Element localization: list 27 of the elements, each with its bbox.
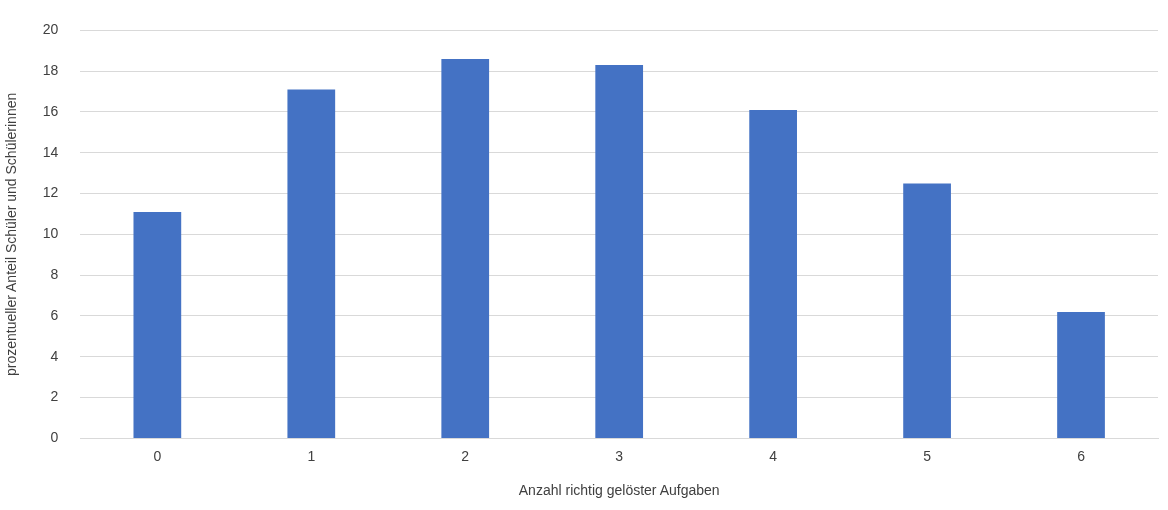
bar <box>287 89 336 438</box>
x-tick-label: 1 <box>307 447 316 464</box>
y-tick-label: 10 <box>42 225 59 242</box>
bar <box>595 65 644 438</box>
x-tick-label: 0 <box>153 447 162 464</box>
bar <box>749 109 797 438</box>
y-tick-label: 8 <box>50 266 59 283</box>
x-tick-label: 5 <box>923 447 932 464</box>
x-axis-title: Anzahl richtig gelöster Aufgaben <box>518 482 720 499</box>
y-tick-label: 16 <box>42 102 59 119</box>
y-tick-label: 2 <box>50 388 59 405</box>
x-tick-label: 2 <box>461 447 470 464</box>
y-axis-title: prozentueller Anteil Schüler und Schülerinnen <box>3 92 20 377</box>
bar <box>133 211 182 438</box>
bar <box>441 58 490 438</box>
y-tick-label: 12 <box>42 184 59 201</box>
y-tick-label: 4 <box>50 347 59 364</box>
y-tick-label: 6 <box>50 306 59 323</box>
x-tick-label: 3 <box>615 447 624 464</box>
y-tick-label: 14 <box>42 143 59 160</box>
x-tick-label: 4 <box>769 447 778 464</box>
x-tick-label: 6 <box>1077 447 1086 464</box>
y-tick-label: 0 <box>50 429 59 446</box>
bar <box>1057 311 1105 438</box>
bar <box>903 183 951 438</box>
y-tick-label: 20 <box>42 21 59 38</box>
y-tick-label: 18 <box>42 62 59 79</box>
